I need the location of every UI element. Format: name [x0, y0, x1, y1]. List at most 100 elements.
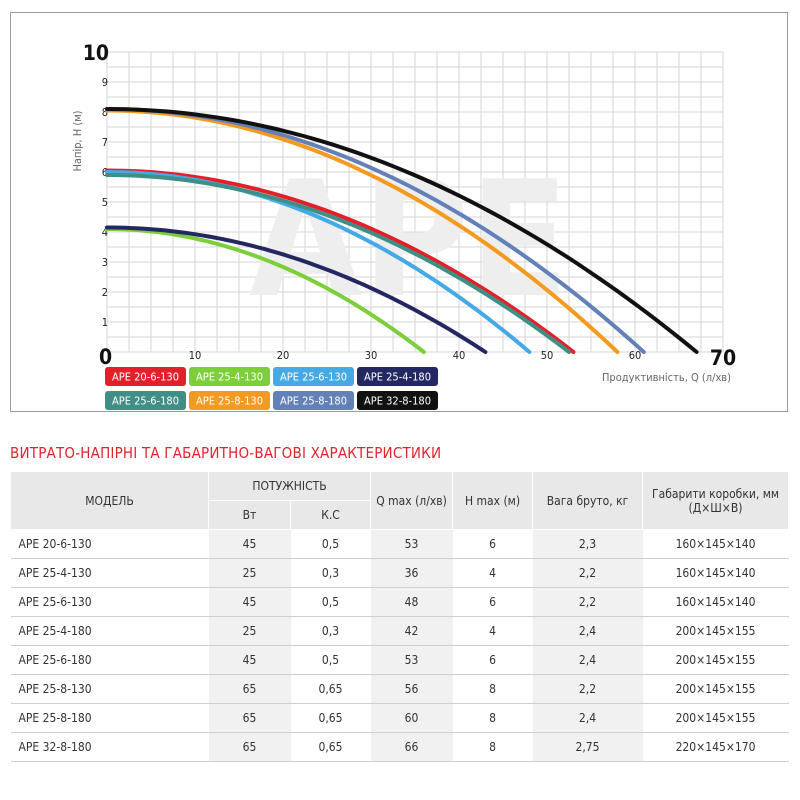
- watermark-logo: APE: [249, 146, 569, 333]
- cell-value: 45: [208, 587, 291, 617]
- y-tick-label: 6: [102, 166, 108, 179]
- axis-ticks: 1 2 3 4 5 6 7 8 9 10 0 10 20 30 40 50 60 70: [83, 41, 736, 370]
- spec-table: МОДЕЛЬ ПОТУЖНІСТЬ Q max (л/хв) H max (м)…: [10, 471, 790, 762]
- cell-model: APE 32-8-180: [10, 732, 209, 762]
- cell-value: 160×145×140: [642, 529, 789, 559]
- x-tick-label: 60: [629, 349, 642, 362]
- legend-label: APE 25-8-180: [280, 395, 347, 408]
- curve-ape-25-4-130: [105, 227, 426, 354]
- cell-value: 0,5: [290, 587, 371, 617]
- legend-swatch: [105, 367, 186, 386]
- cell-model: APE 25-4-180: [10, 616, 209, 646]
- pump-curves: [105, 107, 699, 354]
- cell-value: 48: [370, 587, 453, 617]
- cell-model: APE 25-4-130: [10, 558, 209, 588]
- x-tick-label: 40: [453, 349, 466, 362]
- cell-value: 25: [208, 558, 291, 588]
- cell-model: APE 20-6-130: [10, 529, 209, 559]
- cell-value: 4: [452, 616, 533, 646]
- y-tick-label: 3: [102, 256, 108, 269]
- cell-value: 0,3: [290, 616, 371, 646]
- table-row: APE 25-8-180 65 0,65 60 8 2,4 200×145×155: [10, 703, 789, 733]
- header-dims: Габарити коробки, мм (Д×Ш×В): [642, 471, 790, 530]
- header-weight: Вага бруто, кг: [532, 471, 644, 530]
- header-model: МОДЕЛЬ: [10, 471, 209, 530]
- cell-value: 2,4: [532, 703, 643, 733]
- x-tick-label: 0: [99, 345, 112, 369]
- legend-label: APE 25-8-130: [196, 395, 263, 408]
- table-row: APE 20-6-130 45 0,5 53 6 2,3 160×145×140: [10, 529, 789, 559]
- cell-value: 60: [370, 703, 453, 733]
- legend-swatch: [357, 391, 438, 410]
- y-tick-label: 5: [102, 196, 108, 209]
- cell-value: 160×145×140: [642, 587, 789, 617]
- cell-value: 65: [208, 732, 291, 762]
- cell-value: 4: [452, 558, 533, 588]
- cell-value: 200×145×155: [642, 703, 789, 733]
- header-hmax-text: H max (м): [464, 493, 521, 508]
- chart-canvas: APE 1 2 3 4 5 6 7 8 9 10 0 10 20 30 40 50 60 70 Напір, Н …: [71, 41, 736, 410]
- x-tick-label: 50: [541, 349, 554, 362]
- legend-label: APE 25-6-130: [280, 371, 347, 384]
- cell-value: 42: [370, 616, 453, 646]
- cell-value: 45: [208, 529, 291, 559]
- y-tick-label: 1: [102, 316, 108, 329]
- cell-value: 8: [452, 703, 533, 733]
- header-watts: Вт: [208, 500, 291, 530]
- x-axis-label: Продуктивність, Q (л/хв): [602, 371, 731, 384]
- cell-value: 53: [370, 529, 453, 559]
- performance-chart: APE 1 2 3 4 5 6 7 8 9 10 0 10 20 30 40 50 60 70 Напір, Н …: [10, 12, 788, 412]
- chart-grid: [106, 51, 724, 353]
- curve-ape-25-8-130: [105, 108, 620, 354]
- legend-label: APE 25-4-180: [364, 371, 431, 384]
- cell-value: 200×145×155: [642, 645, 789, 675]
- legend-swatch: [189, 391, 270, 410]
- cell-model: APE 25-6-130: [10, 587, 209, 617]
- cell-value: 2,75: [532, 732, 643, 762]
- cell-value: 6: [452, 529, 533, 559]
- cell-value: 2,2: [532, 558, 643, 588]
- table-row: APE 25-4-130 25 0,3 36 4 2,2 160×145×140: [10, 558, 789, 588]
- cell-model: APE 25-6-180: [10, 645, 209, 675]
- x-tick-label: 30: [365, 349, 378, 362]
- header-hp: К.С: [289, 500, 372, 530]
- cell-value: 25: [208, 616, 291, 646]
- cell-value: 6: [452, 587, 533, 617]
- table-title: ВИТРАТО-НАПІРНІ ТА ГАБАРИТНО-ВАГОВІ ХАРА…: [10, 444, 442, 462]
- header-hmax: H max (м): [452, 471, 534, 530]
- legend-swatch: [273, 391, 354, 410]
- cell-value: 8: [452, 732, 533, 762]
- curve-ape-32-8-180: [105, 107, 699, 354]
- curve-ape-20-6-130: [105, 168, 576, 354]
- cell-value: 65: [208, 703, 291, 733]
- header-dims-text: Габарити коробки, мм (Д×Ш×В): [652, 486, 780, 515]
- table-row: APE 25-6-130 45 0,5 48 6 2,2 160×145×140: [10, 587, 789, 617]
- cell-value: 2,2: [532, 674, 643, 704]
- table-row: APE 25-4-180 25 0,3 42 4 2,4 200×145×155: [10, 616, 789, 646]
- cell-model: APE 25-8-180: [10, 703, 209, 733]
- legend-swatch: [105, 391, 186, 410]
- cell-model: APE 25-8-130: [10, 674, 209, 704]
- legend-label: APE 25-4-130: [196, 371, 263, 384]
- cell-value: 0,3: [290, 558, 371, 588]
- y-tick-label: 10: [83, 41, 109, 65]
- x-tick-label: 70: [710, 346, 736, 370]
- cell-value: 2,3: [532, 529, 643, 559]
- cell-value: 53: [370, 645, 453, 675]
- legend-label: APE 25-6-180: [112, 395, 179, 408]
- x-tick-label: 10: [189, 349, 202, 362]
- y-tick-label: 7: [102, 136, 108, 149]
- header-qmax-text: Q max (л/хв): [376, 493, 447, 508]
- table-row: APE 25-6-180 45 0,5 53 6 2,4 200×145×155: [10, 645, 789, 675]
- cell-value: 36: [370, 558, 453, 588]
- spec-table-body: APE 20-6-130 45 0,5 53 6 2,3 160×145×140 APE 25…: [10, 529, 789, 762]
- cell-value: 0,5: [290, 645, 371, 675]
- cell-value: 66: [370, 732, 453, 762]
- cell-value: 8: [452, 674, 533, 704]
- x-tick-label: 20: [277, 349, 290, 362]
- table-row: APE 32-8-180 65 0,65 66 8 2,75 220×145×170: [10, 732, 789, 762]
- legend-swatch: [273, 367, 354, 386]
- cell-value: 220×145×170: [642, 732, 789, 762]
- curve-ape-25-4-180: [105, 225, 488, 354]
- y-tick-label: 9: [102, 76, 108, 89]
